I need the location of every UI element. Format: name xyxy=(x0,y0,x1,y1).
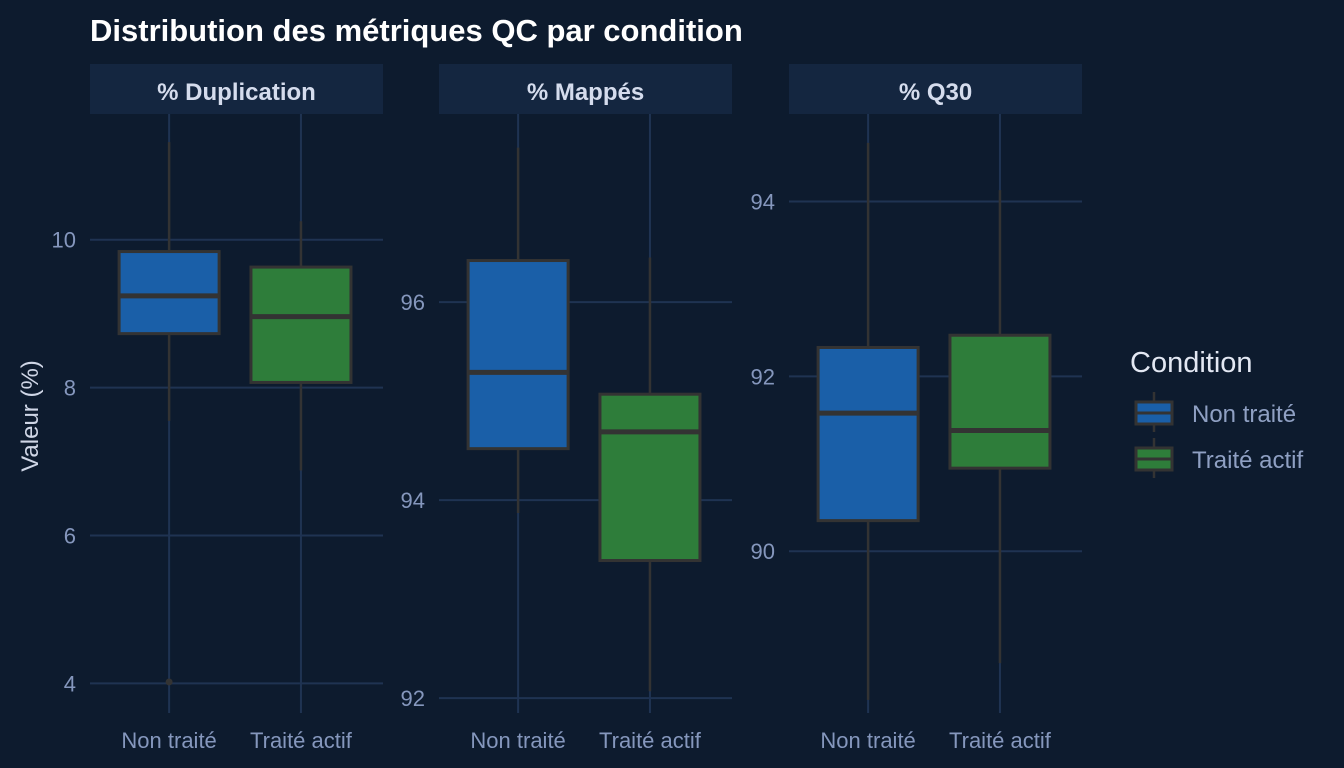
box-iqr xyxy=(466,259,570,451)
facet-strip-label: % Mappés xyxy=(527,79,644,106)
legend: Condition Non traité Traité actif xyxy=(1130,347,1303,478)
y-tick-label: 8 xyxy=(64,376,76,401)
x-tick-label: Non traité xyxy=(121,728,216,753)
legend-item-non-traite: Non traité xyxy=(1134,392,1296,432)
box-non-traite xyxy=(466,147,570,514)
facet-panels: % Duplication 4 6 8 10 Non traité Traité actif… xyxy=(52,64,1082,753)
facet-strip-label: % Duplication xyxy=(157,79,316,106)
y-tick-label: 94 xyxy=(401,488,425,513)
box-iqr xyxy=(249,265,353,384)
outlier-point xyxy=(165,678,173,686)
box-iqr xyxy=(598,392,702,563)
facet-strip xyxy=(789,64,1082,114)
x-tick-label: Traité actif xyxy=(949,728,1052,753)
facet-strip xyxy=(439,64,732,114)
y-tick-label: 6 xyxy=(64,524,76,549)
y-tick-label: 92 xyxy=(751,364,775,389)
y-tick-label: 92 xyxy=(401,686,425,711)
y-tick-label: 96 xyxy=(401,290,425,315)
x-tick-label: Traité actif xyxy=(599,728,702,753)
legend-label: Traité actif xyxy=(1192,447,1303,474)
facet-strip-label: % Q30 xyxy=(899,79,972,106)
box-non-traite xyxy=(117,142,221,686)
y-tick-label: 4 xyxy=(64,671,76,696)
legend-item-traite-actif: Traité actif xyxy=(1134,438,1303,478)
box-traite-actif xyxy=(948,190,1052,664)
x-tick-label: Non traité xyxy=(470,728,565,753)
box-traite-actif xyxy=(249,221,353,471)
box-traite-actif xyxy=(598,257,702,692)
chart-title: Distribution des métriques QC par condit… xyxy=(90,13,743,48)
legend-title: Condition xyxy=(1130,347,1253,379)
facet-q30: % Q30 90 92 94 Non traité Traité actif xyxy=(751,64,1082,753)
y-tick-label: 94 xyxy=(751,189,775,214)
x-tick-label: Traité actif xyxy=(250,728,353,753)
box-non-traite xyxy=(816,142,920,700)
box-iqr xyxy=(117,250,221,336)
box-iqr xyxy=(816,345,920,523)
facet-duplication: % Duplication 4 6 8 10 Non traité Traité actif xyxy=(52,64,383,753)
x-tick-label: Non traité xyxy=(820,728,915,753)
y-tick-label: 10 xyxy=(52,228,76,253)
y-tick-label: 90 xyxy=(751,539,775,564)
box-iqr xyxy=(948,333,1052,470)
legend-label: Non traité xyxy=(1192,401,1296,428)
y-axis-label: Valeur (%) xyxy=(17,360,44,472)
facet-strip xyxy=(90,64,383,114)
facet-mappes: % Mappés 92 94 96 Non traité Traité actif xyxy=(401,64,732,753)
